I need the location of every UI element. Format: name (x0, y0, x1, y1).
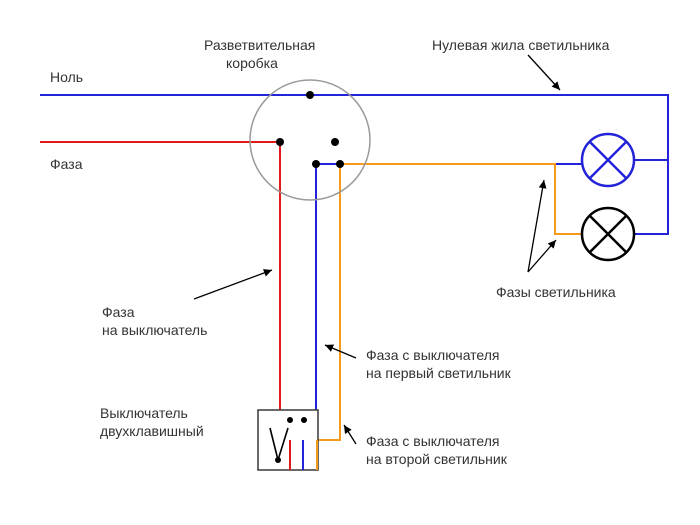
junction-dot (331, 138, 339, 146)
label-switch-out-2: Фаза с выключателя (366, 433, 500, 449)
label-junction-box: Разветвительная (204, 37, 315, 53)
label-phase-to-switch: Фаза (102, 304, 135, 320)
junction-dot (306, 91, 314, 99)
label-switch: двухклавишный (100, 423, 204, 439)
label-switch-out-2: на второй светильник (366, 451, 508, 467)
label-switch-out-1: на первый светильник (366, 365, 512, 381)
junction-dot (276, 138, 284, 146)
label-phase-to-switch: на выключатель (102, 322, 207, 338)
label-junction-box: коробка (226, 55, 278, 71)
two-key-switch (258, 410, 318, 470)
label-switch: Выключатель (100, 405, 188, 421)
lamp-1 (582, 134, 634, 186)
diagram-bg (0, 0, 700, 525)
label-lamp-neutral: Нулевая жила светильника (432, 37, 610, 53)
label-neutral: Ноль (50, 69, 83, 85)
label-lamp-phases: Фазы светильника (496, 284, 616, 300)
junction-dot (312, 160, 320, 168)
lamp-2 (582, 208, 634, 260)
label-phase: Фаза (50, 156, 83, 172)
junction-dot (336, 160, 344, 168)
label-switch-out-1: Фаза с выключателя (366, 347, 500, 363)
